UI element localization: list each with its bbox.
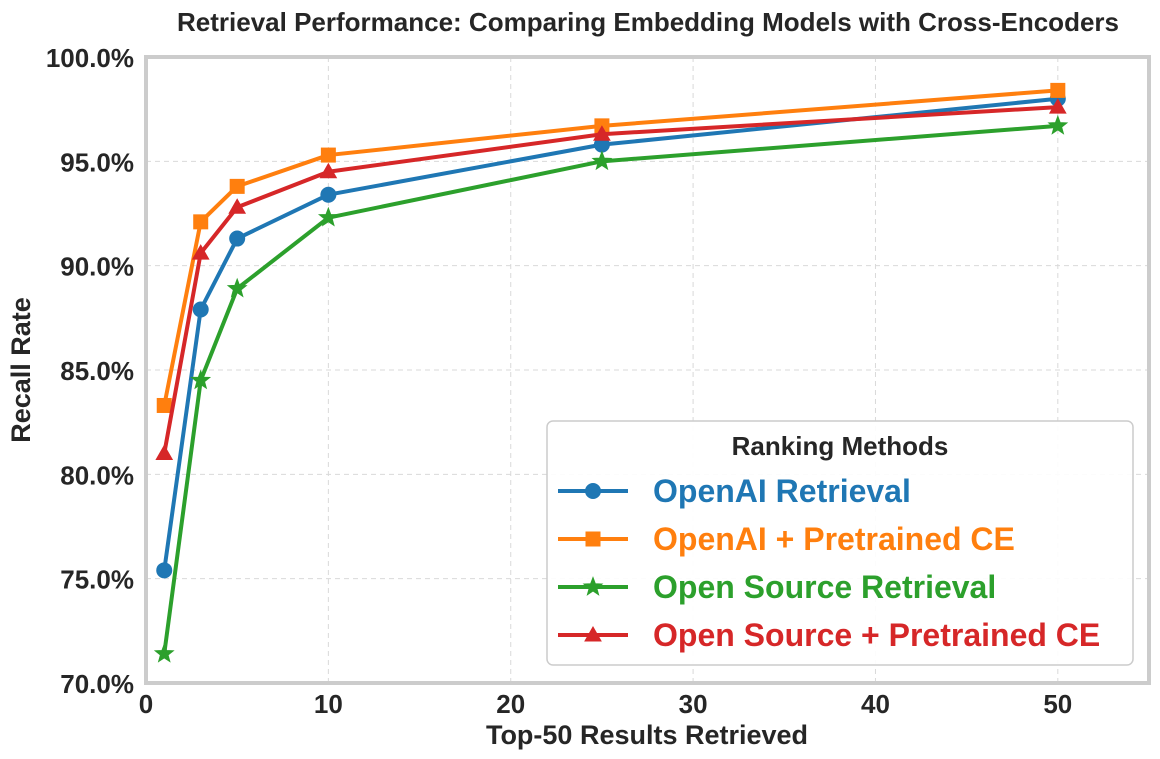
series-circle bbox=[156, 90, 1066, 579]
data-point bbox=[193, 214, 209, 230]
legend-entry: OpenAI + Pretrained CE bbox=[558, 521, 1015, 557]
series-line bbox=[162, 96, 1060, 573]
series-triangle bbox=[155, 98, 1067, 460]
data-point bbox=[192, 301, 209, 318]
series-layer bbox=[153, 82, 1069, 663]
legend-box bbox=[546, 420, 1134, 666]
series-star bbox=[153, 114, 1069, 663]
legend-marker bbox=[585, 531, 601, 547]
x-tick-label: 40 bbox=[861, 689, 890, 719]
y-axis-label: Recall Rate bbox=[6, 297, 36, 443]
legend: Ranking Methods OpenAI Retrieval OpenAI +… bbox=[546, 420, 1134, 666]
data-point bbox=[317, 206, 339, 227]
data-point bbox=[593, 125, 611, 141]
legend-marker bbox=[584, 625, 602, 642]
legend-marker bbox=[585, 483, 601, 499]
legend-label: OpenAI + Pretrained CE bbox=[653, 521, 1015, 557]
x-tick-label: 20 bbox=[496, 689, 525, 719]
y-tick-label: 95.0% bbox=[60, 147, 134, 177]
tick-labels: 0 10 20 30 40 50 70.0% 75.0% 80.0% 85.0% 90.0% 95.0… bbox=[46, 43, 1072, 719]
y-tick-label: 70.0% bbox=[60, 669, 134, 699]
data-point bbox=[156, 562, 173, 579]
data-point bbox=[228, 198, 247, 214]
series-line bbox=[162, 123, 1060, 656]
data-point bbox=[191, 244, 210, 260]
x-tick-label: 10 bbox=[314, 689, 343, 719]
y-tick-label: 80.0% bbox=[60, 460, 134, 490]
legend-entries: OpenAI Retrieval OpenAI + Pretrained CE Op… bbox=[558, 473, 1100, 653]
data-point bbox=[156, 397, 172, 413]
x-tick-label: 0 bbox=[139, 689, 153, 719]
legend-label: Open Source Retrieval bbox=[653, 569, 996, 605]
x-tick-label: 30 bbox=[679, 689, 708, 719]
plot-frame bbox=[144, 55, 1151, 685]
legend-label: OpenAI Retrieval bbox=[653, 473, 911, 509]
data-point bbox=[155, 444, 174, 460]
legend-title: Ranking Methods bbox=[732, 431, 949, 461]
legend-marker bbox=[582, 576, 604, 596]
data-point bbox=[1048, 98, 1067, 114]
series-line bbox=[162, 105, 1060, 456]
legend-label: Open Source + Pretrained CE bbox=[653, 617, 1100, 653]
data-point bbox=[153, 642, 175, 663]
data-point bbox=[1050, 82, 1066, 98]
series-line bbox=[162, 88, 1060, 408]
data-point bbox=[229, 178, 245, 194]
data-point bbox=[190, 369, 212, 390]
y-tick-label: 90.0% bbox=[60, 252, 134, 282]
data-point bbox=[591, 150, 613, 171]
data-point bbox=[229, 230, 246, 247]
legend-entry: Open Source Retrieval bbox=[558, 569, 996, 605]
y-tick-label: 75.0% bbox=[60, 565, 134, 595]
chart-title: Retrieval Performance: Comparing Embeddi… bbox=[177, 7, 1119, 37]
legend-entry: OpenAI Retrieval bbox=[558, 473, 911, 509]
data-point bbox=[320, 147, 336, 163]
data-point bbox=[320, 186, 337, 203]
x-axis-label: Top-50 Results Retrieved bbox=[486, 720, 808, 750]
y-tick-label: 100.0% bbox=[46, 43, 134, 73]
legend-entry: Open Source + Pretrained CE bbox=[558, 617, 1100, 653]
y-tick-label: 85.0% bbox=[60, 356, 134, 386]
data-point bbox=[319, 162, 338, 179]
data-point bbox=[226, 277, 248, 298]
data-point bbox=[1047, 114, 1069, 135]
x-tick-label: 50 bbox=[1043, 689, 1072, 719]
series-square bbox=[156, 82, 1066, 413]
